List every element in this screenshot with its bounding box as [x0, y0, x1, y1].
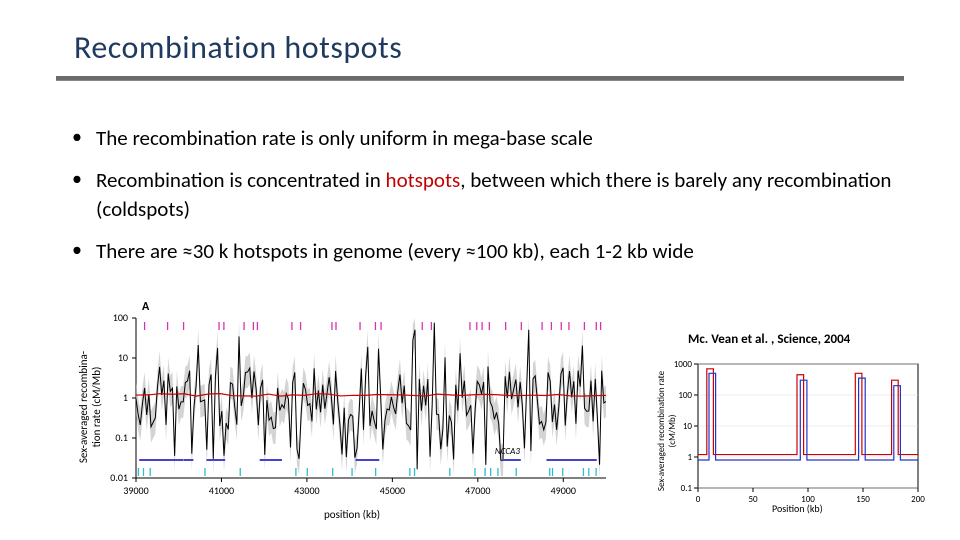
svg-text:150: 150 — [856, 494, 870, 505]
svg-text:49000: 49000 — [551, 484, 576, 497]
svg-text:0: 0 — [696, 494, 701, 505]
svg-text:100: 100 — [113, 311, 128, 324]
bullet-2-pre: Recombination is concentrated in — [96, 167, 386, 193]
chart2-ylabel: Sex-averaged recombination rate (cM/Mb) — [656, 356, 678, 506]
svg-text:1: 1 — [123, 391, 128, 404]
svg-text:45000: 45000 — [380, 484, 405, 497]
main-chart: A Sex-averaged recombina- tion rate (cM/… — [64, 300, 624, 524]
bullet-3: There are ≈30 k hotspots in genome (ever… — [72, 237, 900, 265]
chart2-xlabel: Position (kb) — [772, 502, 823, 515]
svg-text:47000: 47000 — [465, 484, 490, 497]
svg-text:200: 200 — [911, 494, 925, 505]
chart2-svg: 0.11101001000050100150200 — [654, 356, 934, 524]
zoom-chart: Sex-averaged recombination rate (cM/Mb) … — [654, 356, 934, 524]
svg-text:43000: 43000 — [294, 484, 319, 497]
svg-text:1: 1 — [687, 452, 692, 463]
svg-text:0.1: 0.1 — [681, 483, 693, 494]
chart1-xlabel: position (kb) — [324, 508, 380, 521]
chart1-ylabel: Sex-averaged recombina- tion rate (cM/Mb… — [77, 337, 103, 477]
svg-text:0.01: 0.01 — [110, 471, 128, 484]
bullet-2: Recombination is concentrated in hotspot… — [72, 166, 900, 223]
bullet-2-hotspot-word: hotspots — [386, 167, 461, 193]
svg-text:10: 10 — [118, 351, 128, 364]
title-underline-thin — [56, 80, 904, 81]
svg-text:100: 100 — [678, 390, 692, 401]
svg-text:NCCA3: NCCA3 — [495, 446, 520, 457]
svg-text:50: 50 — [748, 494, 758, 505]
svg-text:0.1: 0.1 — [115, 431, 128, 444]
svg-text:10: 10 — [683, 421, 693, 432]
svg-text:41000: 41000 — [209, 484, 234, 497]
citation-text: Mc. Vean et al. , Science, 2004 — [688, 332, 850, 347]
bullet-1: The recombination rate is only uniform i… — [72, 124, 900, 152]
panel-a-label: A — [142, 300, 149, 314]
slide-title: Recombination hotspots — [74, 28, 402, 67]
chart1-svg: 0.01 0.1 1 10 100 39000 41000 43000 45000 47000 49… — [64, 300, 624, 524]
bullet-list: The recombination rate is only uniform i… — [72, 124, 900, 279]
svg-text:39000: 39000 — [123, 484, 148, 497]
